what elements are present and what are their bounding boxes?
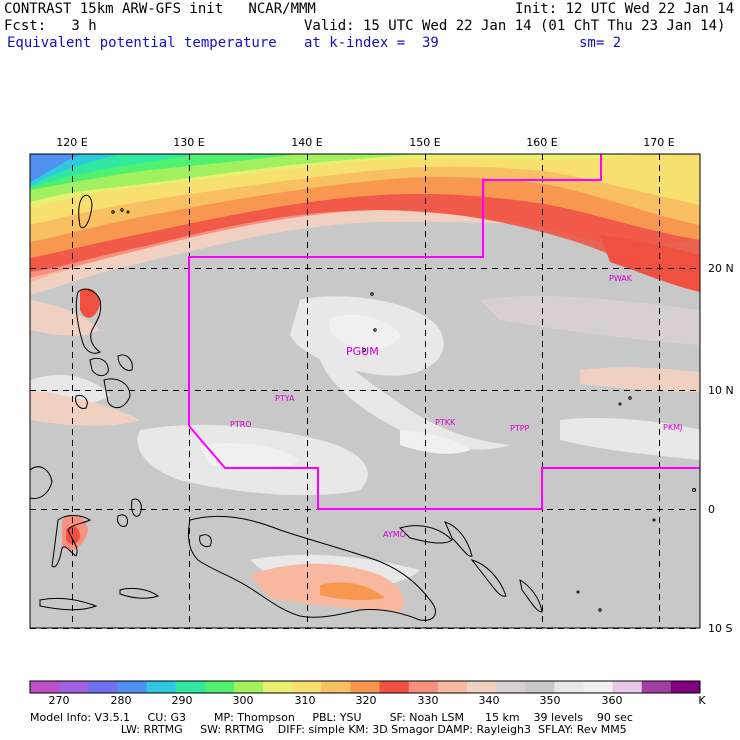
colorbar-label: 360 (601, 694, 623, 707)
colorbar-label: 270 (48, 694, 70, 707)
colorbar-swatch (146, 681, 177, 693)
lat-label: 0 (708, 503, 715, 516)
station-label: AYMO (383, 530, 406, 539)
lon-label: 120 E (56, 136, 87, 149)
lat-label: 10 S (708, 622, 732, 635)
theta-e-field (30, 154, 700, 628)
colorbar-frame (29, 680, 701, 694)
coastlines (30, 194, 696, 621)
colorbar-swatch (292, 681, 322, 693)
station-label: PTYA (275, 394, 295, 403)
header-field-name: Equivalent potential temperature (7, 35, 277, 51)
header-model-title: CONTRAST 15km ARW-GFS init NCAR/MMM (4, 1, 316, 17)
lat-label: 10 N (708, 384, 734, 397)
colorbar-label: 300 (232, 694, 254, 707)
lat-label: 20 N (708, 262, 734, 275)
lon-label: 130 E (173, 136, 204, 149)
colorbar-swatch (496, 681, 526, 693)
colorbar-swatch (30, 681, 60, 693)
colorbar-swatch (670, 681, 701, 693)
station-label: PTKK (435, 418, 456, 427)
station-label: PGUM (346, 345, 379, 358)
colorbar-swatch (59, 681, 89, 693)
colorbar-label: 340 (478, 694, 500, 707)
colorbar-swatch (612, 681, 643, 693)
colorbar-swatch (437, 681, 468, 693)
colorbar-swatch (233, 681, 264, 693)
header-level: at k-index = 39 (304, 35, 439, 51)
colorbar-swatch (350, 681, 381, 693)
region-boundary (188, 154, 700, 510)
lon-label: 150 E (409, 136, 440, 149)
colorbar-label: 350 (539, 694, 561, 707)
colorbar-label: 310 (294, 694, 316, 707)
header-forecast-hour: Fcst: 3 h (4, 18, 97, 34)
colorbar-label: 280 (110, 694, 132, 707)
header-init-time: Init: 12 UTC Wed 22 Jan 14 (515, 1, 735, 17)
model-info-line2: LW: RRTMG SW: RRTMG DIFF: simple KM: 3D … (30, 723, 627, 736)
header-smoothing: sm= 2 (579, 35, 622, 51)
colorbar-label: 330 (417, 694, 439, 707)
colorbar-swatch (554, 681, 584, 693)
colorbar-swatch (466, 681, 497, 693)
station-label: PWAK (609, 274, 633, 283)
colorbar-swatch (204, 681, 235, 693)
station-label: PKMJ (663, 423, 682, 432)
lon-label: 160 E (526, 136, 557, 149)
station-label: PTRO (230, 420, 252, 429)
colorbar-swatch (408, 681, 439, 693)
colorbar (29, 680, 701, 694)
colorbar-swatch (525, 681, 555, 693)
colorbar-swatch (117, 681, 148, 693)
colorbar-swatch (379, 681, 410, 693)
lon-label: 140 E (291, 136, 322, 149)
colorbar-swatch (583, 681, 614, 693)
colorbar-units: K (698, 694, 706, 707)
model-info-line1: Model Info: V3.5.1 CU: G3 MP: Thompson P… (30, 711, 633, 724)
colorbar-swatch (263, 681, 293, 693)
colorbar-swatch (175, 681, 206, 693)
colorbar-label: 320 (355, 694, 377, 707)
lon-label: 170 E (643, 136, 674, 149)
colorbar-label: 290 (171, 694, 193, 707)
header-valid-time: Valid: 15 UTC Wed 22 Jan 14 (01 ChT Thu … (304, 18, 726, 34)
colorbar-swatch (88, 681, 118, 693)
map-frame (29, 153, 701, 629)
colorbar-swatch (321, 681, 351, 693)
station-label: PTPP (510, 424, 530, 433)
colorbar-swatch (641, 681, 672, 693)
